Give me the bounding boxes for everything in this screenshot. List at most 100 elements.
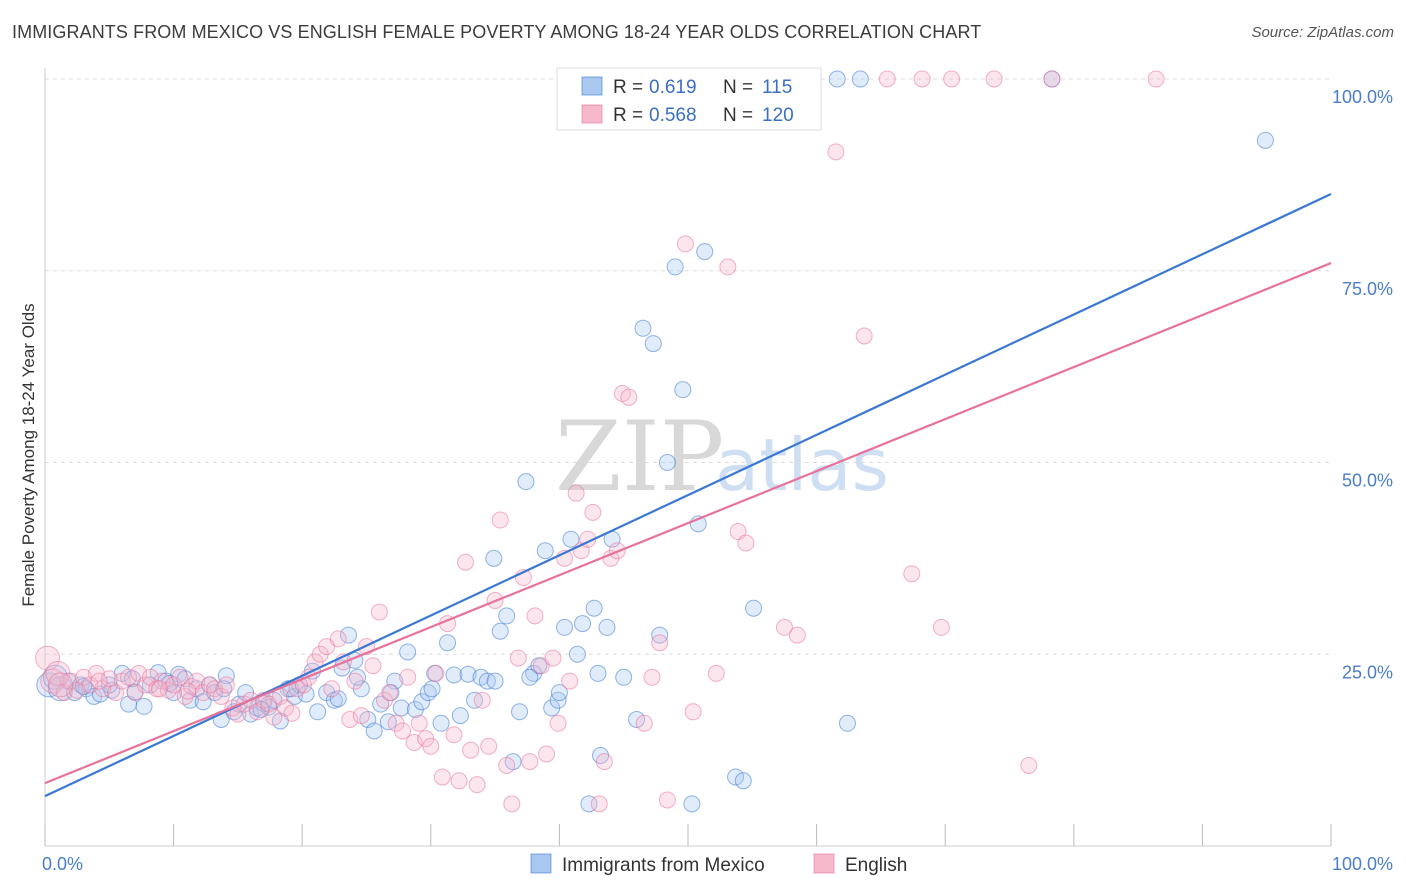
- mexico-point-63: [459, 665, 477, 683]
- english-point-63: [410, 714, 428, 732]
- english-point-128: [150, 680, 168, 698]
- english-point-114: [788, 626, 806, 644]
- legend-top-r-label-mexico: R =: [613, 77, 643, 98]
- mexico-point-56: [413, 693, 431, 711]
- y-axis-label: Female Poverty Among 18-24 Year Olds: [19, 303, 38, 606]
- legend-top-n-value-english: 120: [762, 105, 794, 126]
- english-point-78: [498, 756, 516, 774]
- english-point-101: [635, 714, 653, 732]
- english-point-119: [913, 70, 931, 88]
- mexico-point-59: [432, 714, 450, 732]
- legend-top-swatch-english: [581, 104, 603, 124]
- mexico-point-30: [242, 705, 260, 723]
- mexico-point-101: [745, 599, 763, 617]
- english-point-67: [433, 768, 451, 786]
- english-point-70: [450, 772, 468, 790]
- english-point-125: [1147, 70, 1165, 88]
- english-point-116: [855, 327, 873, 345]
- english-point-90: [567, 484, 585, 502]
- mexico-point-69: [498, 607, 516, 625]
- english-point-89: [561, 672, 579, 690]
- mexico-point-100: [734, 772, 752, 790]
- english-point-103: [651, 634, 669, 652]
- english-point-95: [595, 753, 613, 771]
- legend-top-n-value-mexico: 115: [762, 77, 792, 98]
- chart-title: IMMIGRANTS FROM MEXICO VS ENGLISH FEMALE…: [12, 22, 982, 42]
- english-point-118: [903, 565, 921, 583]
- english-point-124: [1043, 70, 1061, 88]
- english-point-111: [737, 534, 755, 552]
- english-point-129: [179, 682, 197, 700]
- english-point-85: [538, 745, 556, 763]
- mexico-point-83: [585, 599, 603, 617]
- watermark-atlas: atlas: [715, 423, 889, 507]
- english-point-61: [399, 668, 417, 686]
- english-point-38: [265, 708, 283, 726]
- english-point-126: [47, 672, 73, 698]
- english-point-71: [457, 553, 475, 571]
- english-point-69: [445, 726, 463, 744]
- english-point-79: [503, 795, 521, 813]
- mexico-point-121: [521, 668, 539, 686]
- english-point-109: [719, 258, 737, 276]
- mexico-point-62: [451, 707, 469, 725]
- mexico-point-78: [556, 618, 574, 636]
- legend-top: R = 0.619 N = 115 R = 0.568 N = 120: [556, 67, 822, 131]
- mexico-point-89: [634, 319, 652, 337]
- english-point-66: [427, 664, 445, 682]
- mexico-point-104: [828, 70, 846, 88]
- mexico-point-26: [217, 667, 235, 685]
- mexico-point-80: [568, 645, 586, 663]
- mexico-point-82: [580, 795, 598, 813]
- mexico-point-13: [135, 697, 153, 715]
- english-point-53: [352, 707, 370, 725]
- mexico-point-105: [838, 714, 856, 732]
- legend-bottom-swatch-mexico: [530, 853, 552, 874]
- mexico-point-75: [536, 542, 554, 560]
- chart-source: Source: ZipAtlas.com: [1251, 24, 1394, 41]
- mexico-point-99: [727, 768, 745, 786]
- legend-bottom-swatch-english: [813, 853, 835, 874]
- english-point-121: [943, 70, 961, 88]
- english-point-122: [985, 70, 1003, 88]
- english-point-108: [707, 664, 725, 682]
- mexico-point-92: [658, 454, 676, 471]
- legend-bottom: Immigrants from Mexico English: [530, 853, 907, 876]
- mexico-point-81: [574, 615, 592, 633]
- english-point-86: [544, 649, 562, 667]
- mexico-point-124: [589, 664, 607, 682]
- english-point-41: [283, 704, 301, 722]
- legend-top-r-value-mexico: 0.619: [649, 77, 697, 98]
- english-point-83: [526, 607, 544, 625]
- english-point-106: [676, 235, 694, 253]
- english-point-123: [1020, 756, 1038, 774]
- mexico-point-72: [517, 473, 535, 491]
- mexico-point-22: [194, 693, 212, 711]
- mexico-point-85: [598, 618, 616, 636]
- grid: [45, 78, 1331, 655]
- english-point-104: [658, 791, 676, 809]
- mexico-point-49: [365, 722, 383, 740]
- mexico-point-41: [309, 703, 327, 721]
- mexico-point-93: [666, 258, 684, 276]
- english-point-9: [94, 680, 112, 698]
- mexico-point-122: [550, 684, 568, 702]
- y-tick-label-0: 25.0%: [1342, 662, 1393, 682]
- english-point-107: [684, 703, 702, 721]
- legend-bottom-label-mexico: Immigrants from Mexico: [562, 855, 765, 876]
- english-point-87: [549, 714, 567, 732]
- x-tick-label-1: 100.0%: [1332, 854, 1393, 874]
- legend-top-r-value-english: 0.568: [649, 105, 697, 126]
- english-point-49: [329, 630, 347, 648]
- y-tick-label-2: 75.0%: [1342, 279, 1393, 299]
- english-trend-line: [44, 262, 1332, 785]
- english-point-13: [120, 668, 138, 686]
- english-point-60: [394, 722, 412, 740]
- english-point-65: [422, 737, 440, 755]
- english-point-56: [370, 603, 388, 621]
- english-point-99: [620, 388, 638, 406]
- english-point-120: [932, 618, 950, 636]
- y-tick-label-1: 50.0%: [1342, 471, 1393, 491]
- watermark-zip: ZIP: [555, 401, 724, 513]
